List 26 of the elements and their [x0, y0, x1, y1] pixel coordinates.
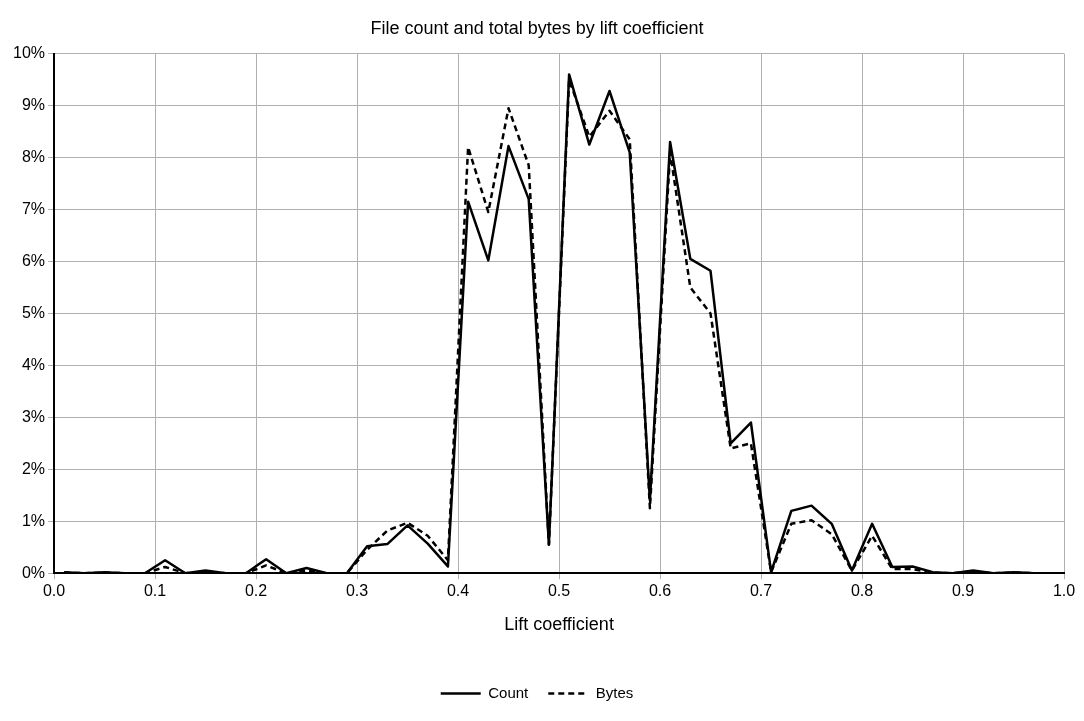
legend-label: Count: [488, 683, 530, 701]
x-tick-label: 0.2: [244, 582, 268, 600]
y-tick-label: 3%: [21, 407, 46, 425]
y-tick-label: 8%: [21, 147, 46, 165]
y-tick-label: 6%: [21, 251, 46, 269]
y-tick-label: 10%: [12, 44, 46, 62]
x-tick-label: 0.0: [42, 582, 66, 600]
x-tick-label: 0.1: [143, 582, 167, 600]
x-axis-title: Lift coefficient: [504, 614, 614, 635]
chart-title: File count and total bytes by lift coefficient: [370, 17, 704, 38]
x-tick-label: 0.6: [648, 582, 672, 600]
y-tick-label: 4%: [21, 355, 46, 373]
x-tick-label: 0.8: [850, 582, 874, 600]
y-tick-label: 5%: [21, 303, 46, 321]
x-tick-label: 0.7: [749, 582, 773, 600]
x-tick-label: 0.3: [345, 582, 369, 600]
x-tick-label: 0.5: [547, 582, 571, 600]
y-tick-label: 2%: [21, 459, 46, 477]
x-tick-label: 0.9: [951, 582, 975, 600]
y-tick-label: 9%: [21, 95, 46, 113]
x-tick-label: 0.4: [446, 582, 470, 600]
y-tick-label: 1%: [21, 511, 46, 529]
y-tick-label: 0%: [21, 563, 46, 581]
x-tick-label: 1.0: [1052, 582, 1076, 600]
y-tick-label: 7%: [21, 199, 46, 217]
legend-label: Bytes: [595, 683, 634, 701]
